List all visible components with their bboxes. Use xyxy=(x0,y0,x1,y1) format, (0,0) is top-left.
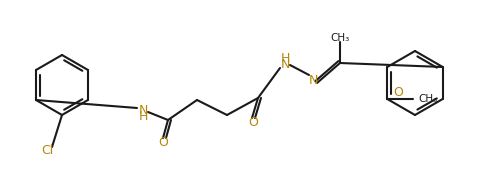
Text: CH₃: CH₃ xyxy=(330,33,350,43)
Text: N: N xyxy=(308,74,318,87)
Text: H: H xyxy=(280,51,290,64)
Text: H: H xyxy=(138,110,148,123)
Text: O: O xyxy=(248,116,258,129)
Text: N: N xyxy=(138,103,148,116)
Text: O: O xyxy=(393,86,403,98)
Text: O: O xyxy=(158,136,168,149)
Text: N: N xyxy=(280,58,290,71)
Text: CH₃: CH₃ xyxy=(418,94,437,104)
Text: Cl: Cl xyxy=(41,143,53,156)
